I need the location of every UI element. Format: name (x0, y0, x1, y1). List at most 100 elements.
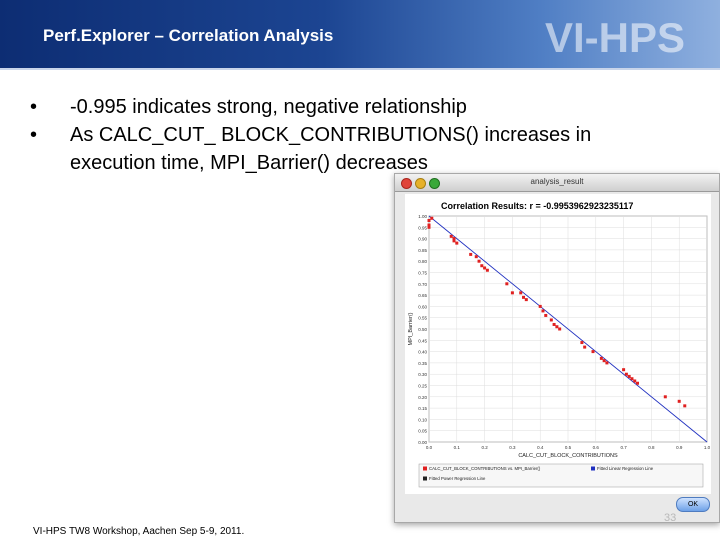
y-tick-label: 0.00 (418, 440, 427, 445)
bullet-marker: • (30, 124, 38, 146)
window-titlebar[interactable]: analysis_result (395, 174, 719, 192)
data-point (483, 266, 487, 270)
close-window-icon[interactable] (401, 178, 412, 189)
y-tick-label: 0.05 (418, 429, 427, 434)
legend-label: Fitted Power Regression Line (429, 476, 486, 481)
x-tick-label: 0.3 (509, 445, 516, 450)
data-point (683, 404, 687, 408)
data-point (633, 379, 637, 383)
vi-hps-logo: VI-HPS (545, 14, 685, 60)
data-point (455, 241, 459, 245)
x-tick-label: 0.5 (565, 445, 572, 450)
x-tick-label: 0.1 (454, 445, 461, 450)
minimize-window-icon[interactable] (415, 178, 426, 189)
header-divider (0, 68, 720, 70)
bullet-item: • As CALC_CUT_ BLOCK_CONTRIBUTIONS() inc… (30, 121, 670, 177)
footer-text: VI-HPS TW8 Workshop, Aachen Sep 5-9, 201… (33, 526, 245, 537)
bullet-text: -0.995 indicates strong, negative relati… (70, 96, 467, 118)
legend-box (418, 463, 704, 488)
data-point (480, 264, 484, 268)
page-number: 33 (664, 512, 677, 524)
y-tick-label: 0.50 (418, 327, 427, 332)
y-tick-label: 0.65 (418, 293, 427, 298)
y-tick-label: 0.75 (418, 271, 427, 276)
y-tick-label: 0.10 (418, 417, 427, 422)
y-tick-label: 0.70 (418, 282, 427, 287)
data-point (477, 259, 481, 263)
data-point (580, 341, 584, 345)
data-point (427, 225, 431, 229)
x-tick-label: 0.6 (593, 445, 600, 450)
data-point (522, 295, 526, 299)
legend-swatch (591, 466, 595, 471)
x-tick-label: 0.9 (676, 445, 683, 450)
data-point (485, 268, 489, 272)
x-tick-label: 0.2 (481, 445, 488, 450)
bullet-item: • -0.995 indicates strong, negative rela… (30, 93, 670, 121)
data-point (452, 239, 456, 243)
chart-title: Correlation Results: r = -0.995396292323… (441, 201, 633, 211)
data-point (591, 350, 595, 354)
bullet-list: • -0.995 indicates strong, negative rela… (30, 93, 670, 177)
y-tick-label: 0.25 (418, 384, 427, 389)
data-point (622, 368, 626, 372)
bullet-text: As CALC_CUT_ BLOCK_CONTRIBUTIONS() incre… (70, 124, 592, 174)
y-tick-label: 0.45 (418, 338, 427, 343)
data-point (427, 219, 431, 223)
vi-hps-logo-text: VI-HPS (545, 14, 685, 60)
x-tick-label: 0.4 (537, 445, 544, 450)
y-tick-label: 1.00 (418, 214, 427, 219)
data-point (627, 374, 631, 378)
x-axis-label: CALC_CUT_BLOCK_CONTRIBUTIONS (518, 453, 618, 459)
x-tick-label: 1.0 (704, 445, 711, 450)
data-point (474, 255, 478, 259)
data-point (524, 298, 528, 302)
ok-button[interactable]: OK (676, 497, 710, 512)
data-point (449, 234, 453, 238)
y-tick-label: 0.95 (418, 225, 427, 230)
data-point (544, 313, 548, 317)
y-tick-label: 0.90 (418, 237, 427, 242)
x-tick-label: 0.7 (620, 445, 627, 450)
data-point (663, 395, 667, 399)
y-axis-label: MPI_Barrier() (408, 312, 414, 345)
zoom-window-icon[interactable] (429, 178, 440, 189)
data-point (636, 381, 639, 385)
data-point (558, 327, 562, 331)
data-point (519, 291, 523, 295)
data-point (430, 216, 434, 220)
x-tick-label: 0.8 (648, 445, 655, 450)
data-point (452, 237, 456, 241)
slide-title: Perf.Explorer – Correlation Analysis (43, 26, 334, 45)
y-tick-label: 0.55 (418, 316, 427, 321)
y-tick-label: 0.30 (418, 372, 427, 377)
y-tick-label: 0.85 (418, 248, 427, 253)
y-tick-label: 0.40 (418, 350, 427, 355)
y-tick-label: 0.20 (418, 395, 427, 400)
data-point (602, 359, 606, 363)
legend-swatch (423, 476, 427, 481)
data-point (510, 291, 514, 295)
window-title: analysis_result (530, 177, 584, 186)
y-tick-label: 0.60 (418, 304, 427, 309)
y-tick-label: 0.15 (418, 406, 427, 411)
header-banner: Perf.Explorer – Correlation Analysis VI-… (0, 0, 720, 68)
legend-swatch (423, 466, 427, 471)
data-point (599, 356, 603, 360)
analysis-result-window[interactable]: analysis_result Correlation Results: r =… (394, 173, 720, 523)
data-point (624, 372, 628, 376)
data-point (427, 223, 431, 227)
data-point (541, 309, 545, 313)
data-point (555, 325, 559, 329)
regression-line (428, 215, 708, 443)
data-point (469, 252, 473, 256)
correlation-scatter-plot: Correlation Results: r = -0.995396292323… (405, 194, 711, 494)
y-tick-label: 0.80 (418, 259, 427, 264)
bullet-marker: • (30, 96, 38, 118)
data-point (630, 377, 634, 381)
legend-label: CALC_CUT_BLOCK_CONTRIBUTIONS vs. MPI_Bar… (429, 466, 541, 471)
y-tick-label: 0.35 (418, 361, 427, 366)
data-point (538, 304, 542, 308)
data-point (605, 361, 609, 365)
legend-label: Fitted Linear Regression Line (597, 466, 654, 471)
